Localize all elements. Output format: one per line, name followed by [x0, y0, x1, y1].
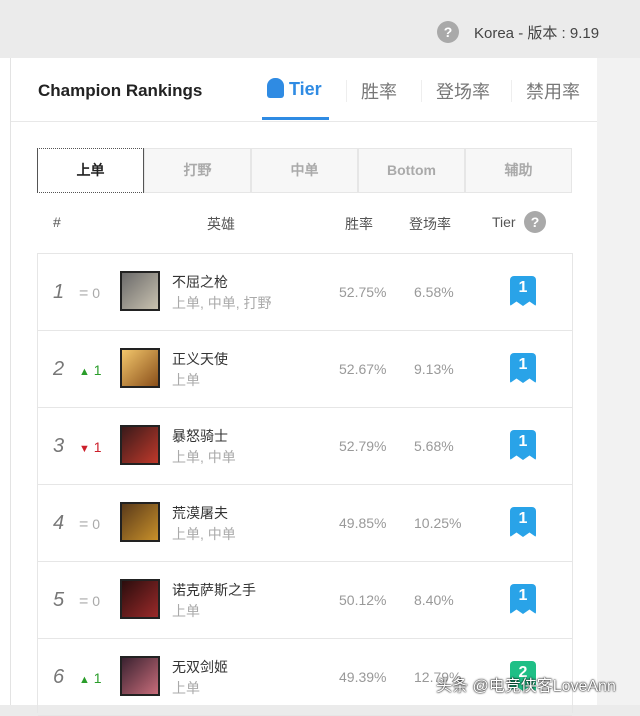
tier-badge-icon: 1	[510, 430, 536, 460]
rank: 5	[53, 589, 65, 611]
position-mid[interactable]: 中单	[251, 148, 358, 193]
champion-avatar[interactable]	[120, 271, 160, 311]
table-row[interactable]: 3 ▼ 1 暴怒骑士 上单, 中单 52.79% 5.68% 1	[38, 408, 572, 485]
champion-name[interactable]: 荒漠屠夫	[172, 505, 228, 521]
champion-avatar[interactable]	[120, 348, 160, 388]
change-value: 1	[93, 362, 102, 378]
rank-change: = 0	[79, 285, 100, 303]
rank: 3	[53, 435, 65, 457]
col-pickrate[interactable]: 登场率	[409, 216, 451, 232]
change-value: 0	[92, 516, 101, 532]
change-value: 1	[93, 670, 102, 686]
tier-badge-icon: 1	[510, 353, 536, 383]
position-jungle[interactable]: 打野	[144, 148, 251, 193]
trend-up-icon: ▲	[79, 674, 90, 686]
champion-avatar[interactable]	[120, 502, 160, 542]
champion-name[interactable]: 诺克萨斯之手	[172, 582, 256, 598]
champion-avatar[interactable]	[120, 579, 160, 619]
tier-badge-icon: 1	[510, 507, 536, 537]
champion-roles: 上单, 中单	[172, 449, 236, 465]
rank: 4	[53, 512, 65, 534]
trend-same-icon: =	[79, 593, 89, 610]
rank-change: ▲ 1	[79, 362, 102, 378]
champion-name[interactable]: 正义天使	[172, 351, 228, 367]
change-value: 0	[92, 285, 101, 301]
rank: 6	[53, 666, 65, 688]
tab-label: Tier	[289, 79, 322, 99]
tier-help-icon[interactable]: ?	[524, 211, 546, 233]
champion-name[interactable]: 不屈之枪	[172, 274, 228, 290]
divider	[346, 80, 347, 102]
rank: 1	[53, 281, 65, 303]
help-icon[interactable]: ?	[437, 21, 459, 43]
col-winrate[interactable]: 胜率	[345, 216, 373, 232]
winrate: 49.85%	[339, 515, 387, 531]
winrate: 52.79%	[339, 438, 387, 454]
rank-change: ▼ 1	[79, 439, 102, 455]
trend-same-icon: =	[79, 516, 89, 533]
table-row[interactable]: 4 = 0 荒漠屠夫 上单, 中单 49.85% 10.25% 1	[38, 485, 572, 562]
change-value: 0	[92, 593, 101, 609]
rankings-panel: Champion Rankings Tier 胜率 登场率 禁用率 上单 打野 …	[0, 58, 597, 716]
col-tier[interactable]: Tier	[492, 214, 516, 230]
tier-badge-icon: 2	[510, 661, 536, 691]
champion-name[interactable]: 无双剑姬	[172, 659, 228, 675]
table-row[interactable]: 6 ▲ 1 无双剑姬 上单 49.39% 12.79% 2	[38, 639, 572, 716]
tier-badge-icon: 1	[510, 584, 536, 614]
trend-up-icon: ▲	[79, 366, 90, 378]
col-rank: #	[53, 214, 61, 230]
position-support[interactable]: 辅助	[465, 148, 572, 193]
pickrate: 5.68%	[414, 438, 454, 454]
champion-roles: 上单	[172, 603, 200, 619]
change-value: 1	[93, 439, 102, 455]
active-tab-indicator	[262, 117, 329, 120]
panel-header: Champion Rankings Tier 胜率 登场率 禁用率	[11, 58, 597, 122]
champion-avatar[interactable]	[120, 656, 160, 696]
winrate: 49.39%	[339, 669, 387, 685]
tab-winrate[interactable]: 胜率	[361, 82, 397, 102]
table-row[interactable]: 1 = 0 不屈之枪 上单, 中单, 打野 52.75% 6.58% 1	[38, 254, 572, 331]
pickrate: 12.79%	[414, 669, 462, 685]
champion-roles: 上单	[172, 372, 200, 388]
left-column	[0, 58, 11, 705]
rank-change: ▲ 1	[79, 670, 102, 686]
champion-roles: 上单, 中单	[172, 526, 236, 542]
tab-banrate[interactable]: 禁用率	[526, 82, 580, 102]
winrate: 52.67%	[339, 361, 387, 377]
winrate: 50.12%	[339, 592, 387, 608]
champion-roles: 上单	[172, 680, 200, 696]
pickrate: 9.13%	[414, 361, 454, 377]
watermark: 头条 @电竞侠客LoveAnn	[436, 678, 616, 695]
pickrate: 10.25%	[414, 515, 462, 531]
winrate: 52.75%	[339, 284, 387, 300]
champion-name[interactable]: 暴怒骑士	[172, 428, 228, 444]
helmet-icon	[267, 78, 284, 98]
rank-change: = 0	[79, 516, 100, 534]
page-title: Champion Rankings	[38, 81, 203, 100]
pickrate: 8.40%	[414, 592, 454, 608]
table-row[interactable]: 2 ▲ 1 正义天使 上单 52.67% 9.13% 1	[38, 331, 572, 408]
trend-down-icon: ▼	[79, 443, 90, 455]
rank-change: = 0	[79, 593, 100, 611]
position-top[interactable]: 上单	[37, 148, 144, 193]
top-bar: ? Korea - 版本 : 9.19	[0, 0, 640, 58]
divider	[511, 80, 512, 102]
tier-badge-icon: 1	[510, 276, 536, 306]
position-bottom[interactable]: Bottom	[358, 148, 465, 193]
table-row[interactable]: 5 = 0 诺克萨斯之手 上单 50.12% 8.40% 1	[38, 562, 572, 639]
col-hero: 英雄	[207, 216, 235, 232]
right-strip	[597, 58, 640, 705]
rank: 2	[53, 358, 65, 380]
region-version: Korea - 版本 : 9.19	[474, 25, 600, 42]
trend-same-icon: =	[79, 285, 89, 302]
champion-roles: 上单, 中单, 打野	[172, 295, 272, 311]
tab-pickrate[interactable]: 登场率	[436, 82, 490, 102]
pickrate: 6.58%	[414, 284, 454, 300]
divider	[421, 80, 422, 102]
tab-tier[interactable]: Tier	[267, 78, 322, 100]
champion-avatar[interactable]	[120, 425, 160, 465]
